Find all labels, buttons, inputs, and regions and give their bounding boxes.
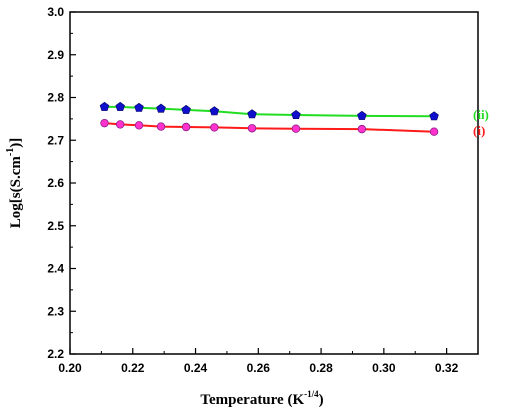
series-layer (99, 101, 439, 136)
series-i-point (156, 122, 166, 131)
series-ii-point (429, 111, 439, 121)
series-ii-point (357, 110, 367, 120)
y-tick-label: 2.7 (47, 133, 64, 147)
x-tick-label: 0.30 (372, 361, 396, 375)
x-axis-title-close: ) (319, 392, 324, 408)
y-axis-title: Log[s(S.cm-1)] (5, 138, 24, 228)
series-i-point (181, 122, 191, 132)
y-axis-title-close: )] (8, 138, 24, 148)
x-tick-label: 0.22 (121, 361, 145, 375)
y-axis-title-main: Log[s(S.cm (8, 156, 24, 229)
series-ii-point (115, 101, 125, 111)
y-tick-label: 2.6 (47, 176, 64, 190)
series-ii-line (104, 105, 435, 118)
series-ii-point (99, 101, 110, 111)
x-tick-label: 0.26 (247, 361, 271, 375)
x-axis-title-main: Temperature (K (200, 392, 304, 408)
series-i-point (134, 121, 144, 130)
x-tick-label: 0.32 (435, 361, 459, 375)
y-tick-label: 2.3 (47, 304, 64, 318)
series-label-i: (i) (473, 123, 485, 138)
y-axis-title-superscript: -1 (5, 148, 16, 156)
x-tick-label: 0.20 (58, 361, 82, 375)
y-tick-label: 2.2 (47, 347, 64, 361)
y-tick-label: 3.0 (47, 5, 64, 19)
series-i-point (116, 120, 125, 129)
series-ii-point (291, 110, 301, 119)
series-i-point (247, 124, 257, 133)
y-tick-label: 2.4 (47, 262, 64, 276)
series-ii-point (209, 106, 220, 116)
series-i-point (429, 127, 439, 136)
x-axis-title-superscript: -1/4 (304, 389, 319, 399)
y-axis-ticks: 2.2 2.3 2.4 2.5 2.6 2.7 2.8 2.9 3.0 (47, 5, 76, 361)
series-i-point (210, 123, 219, 132)
series-label-ii: (ii) (473, 107, 489, 122)
series-ii-point (181, 104, 191, 114)
y-tick-label: 2.9 (47, 48, 64, 62)
y-tick-label: 2.8 (47, 91, 64, 105)
x-axis-title: Temperature (K-1/4) (200, 389, 323, 408)
series-i-point (357, 124, 367, 134)
x-tick-label: 0.24 (184, 361, 208, 375)
series-i-line (104, 122, 435, 133)
x-axis-ticks: 0.20 0.22 0.24 0.26 0.28 0.30 0.32 (58, 348, 459, 375)
y-tick-label: 2.5 (47, 219, 64, 233)
series-ii-point (134, 102, 144, 112)
series-i-point (100, 118, 109, 128)
series-i-point (291, 124, 301, 133)
series-ii-point (247, 109, 257, 119)
plot-frame (69, 11, 479, 355)
x-tick-label: 0.28 (309, 361, 333, 375)
series-ii-point (156, 103, 166, 113)
